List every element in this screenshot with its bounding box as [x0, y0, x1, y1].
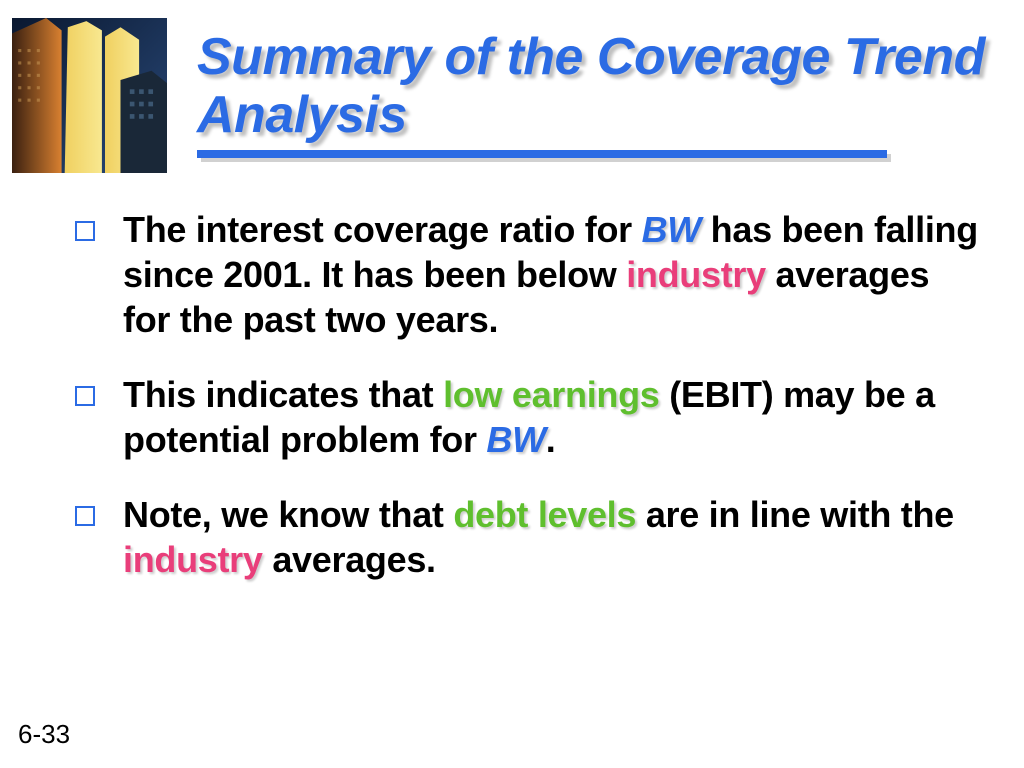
bullet-item: This indicates that low earnings (EBIT) … [75, 372, 984, 462]
bullet-item: Note, we know that debt levels are in li… [75, 492, 984, 582]
bullet-text: Note, we know that debt levels are in li… [123, 492, 984, 582]
bullet-text: This indicates that low earnings (EBIT) … [123, 372, 984, 462]
bullet-text: The interest coverage ratio for BW has b… [123, 207, 984, 342]
slide-header: Summary of the Coverage Trend Analysis [0, 0, 1024, 173]
slide-title: Summary of the Coverage Trend Analysis [197, 28, 1004, 144]
buildings-thumbnail [12, 18, 167, 173]
bullet-marker [75, 221, 99, 241]
slide-body: The interest coverage ratio for BW has b… [0, 173, 1024, 582]
page-number: 6-33 [18, 719, 70, 750]
bullet-marker [75, 506, 99, 526]
bullet-item: The interest coverage ratio for BW has b… [75, 207, 984, 342]
title-container: Summary of the Coverage Trend Analysis [197, 18, 1004, 164]
title-underline [197, 150, 1004, 164]
bullet-marker [75, 386, 99, 406]
buildings-icon [12, 18, 167, 173]
